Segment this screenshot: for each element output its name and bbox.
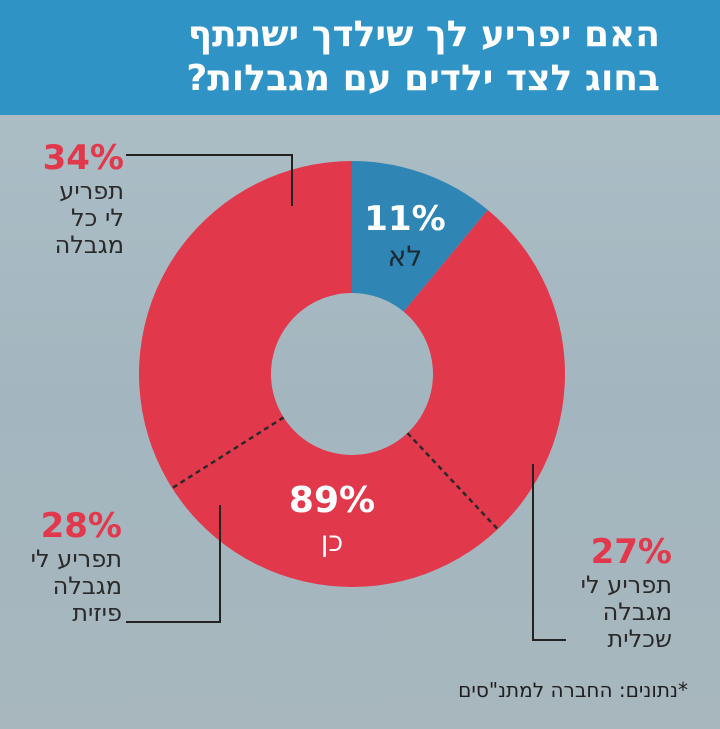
slice-yes (139, 161, 565, 587)
slice-label-yes-text: כן (321, 525, 343, 558)
chart-title-line-1: האם יפריע לך שילדך ישתתף (187, 14, 660, 55)
breakdown-text-cognitive-1: תפריע לי (580, 571, 672, 599)
breakdown-pct-cognitive: 27% (590, 532, 672, 572)
breakdown-text-all-3: מגבלה (54, 231, 124, 259)
breakdown-text-physical-2: מגבלה (52, 572, 122, 600)
breakdown-text-cognitive-2: מגבלה (602, 598, 672, 626)
breakdown-pct-all: 34% (42, 138, 124, 178)
breakdown-divider-1 (406, 432, 499, 531)
slice-label-yes-pct: 89% (289, 480, 375, 521)
breakdown-text-cognitive-3: שכלית (607, 625, 672, 653)
chart-title-line-2: בחוג לצד ילדים עם מגבלות? (186, 58, 660, 99)
slice-no (352, 161, 488, 312)
breakdown-text-physical-1: תפריע לי (30, 545, 122, 573)
breakdown-label-all: 34% תפריע לי כל מגבלה (43, 138, 124, 259)
title-banner: האם יפריע לך שילדך ישתתף בחוג לצד ילדים … (0, 0, 720, 115)
slice-label-no-pct: 11% (364, 199, 445, 239)
leader-line-cognitive (532, 464, 566, 641)
breakdown-divider-2 (171, 416, 285, 490)
leader-line-physical (126, 505, 221, 623)
breakdown-text-all-2: לי כל (71, 204, 124, 232)
breakdown-text-all-1: תפריע (59, 177, 124, 205)
slice-label-no-text: לא (388, 240, 423, 273)
leader-line-all (126, 154, 293, 206)
breakdown-text-physical-3: פיזית (72, 599, 122, 627)
breakdown-label-physical: 28% תפריע לי מגבלה פיזית (31, 506, 122, 627)
source-note: *נתונים: החברה למתנ"סים (458, 678, 688, 702)
breakdown-pct-physical: 28% (40, 506, 122, 546)
breakdown-label-cognitive: 27% תפריע לי מגבלה שכלית (581, 532, 672, 653)
